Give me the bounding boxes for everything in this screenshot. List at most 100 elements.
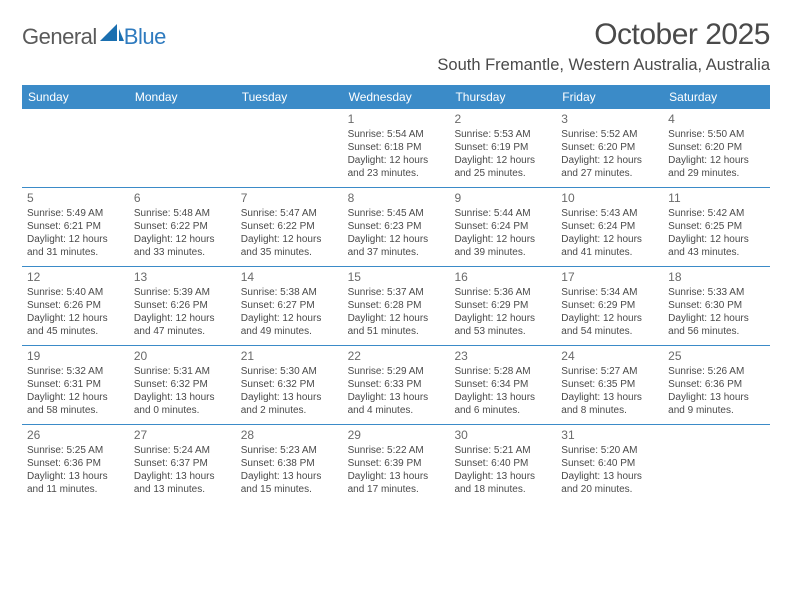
day-info-line: Daylight: 13 hours [668,392,765,405]
location-subtitle: South Fremantle, Western Australia, Aust… [437,56,770,75]
logo: General Blue [22,24,166,50]
day-info-line: and 29 minutes. [668,168,765,181]
calendar-cell: 3Sunrise: 5:52 AMSunset: 6:20 PMDaylight… [556,109,663,187]
day-number: 6 [134,191,231,206]
calendar-cell: 11Sunrise: 5:42 AMSunset: 6:25 PMDayligh… [663,188,770,266]
day-info-line: Daylight: 12 hours [348,155,445,168]
day-info-line: and 43 minutes. [668,247,765,260]
day-info-line: Daylight: 13 hours [454,471,551,484]
day-info-line: Sunset: 6:26 PM [27,300,124,313]
day-info-line: Daylight: 13 hours [27,471,124,484]
day-number: 31 [561,428,658,443]
day-number: 30 [454,428,551,443]
calendar-cell-empty [236,109,343,187]
calendar-cell: 7Sunrise: 5:47 AMSunset: 6:22 PMDaylight… [236,188,343,266]
day-info-line: Sunrise: 5:21 AM [454,445,551,458]
day-info-line: Sunset: 6:26 PM [134,300,231,313]
day-info-line: Sunrise: 5:43 AM [561,208,658,221]
day-info-line: and 39 minutes. [454,247,551,260]
calendar-page: General Blue October 2025 South Fremantl… [0,0,792,515]
day-number: 19 [27,349,124,364]
day-info-line: Sunrise: 5:31 AM [134,366,231,379]
day-info-line: Sunset: 6:27 PM [241,300,338,313]
day-info-line: and 20 minutes. [561,484,658,497]
calendar-cell: 19Sunrise: 5:32 AMSunset: 6:31 PMDayligh… [22,346,129,424]
day-number: 29 [348,428,445,443]
day-info-line: Daylight: 12 hours [27,313,124,326]
day-header: Saturday [663,85,770,109]
day-info-line: and 31 minutes. [27,247,124,260]
calendar-cell: 26Sunrise: 5:25 AMSunset: 6:36 PMDayligh… [22,425,129,503]
day-info-line: Sunset: 6:39 PM [348,458,445,471]
day-info-line: Sunrise: 5:27 AM [561,366,658,379]
day-info-line: and 37 minutes. [348,247,445,260]
day-info-line: Sunrise: 5:25 AM [27,445,124,458]
day-info-line: Sunrise: 5:52 AM [561,129,658,142]
day-number: 1 [348,112,445,127]
day-info-line: and 53 minutes. [454,326,551,339]
day-info-line: Daylight: 13 hours [134,471,231,484]
day-number: 11 [668,191,765,206]
day-header: Friday [556,85,663,109]
day-number: 14 [241,270,338,285]
calendar-week: 19Sunrise: 5:32 AMSunset: 6:31 PMDayligh… [22,346,770,425]
day-info-line: and 27 minutes. [561,168,658,181]
day-info-line: Sunrise: 5:29 AM [348,366,445,379]
day-info-line: and 47 minutes. [134,326,231,339]
day-info-line: and 54 minutes. [561,326,658,339]
day-info-line: Sunrise: 5:45 AM [348,208,445,221]
day-info-line: Sunset: 6:37 PM [134,458,231,471]
calendar-cell-empty [129,109,236,187]
day-header: Sunday [22,85,129,109]
day-info-line: Sunset: 6:29 PM [561,300,658,313]
day-info-line: Daylight: 12 hours [454,313,551,326]
day-info-line: and 41 minutes. [561,247,658,260]
calendar-cell: 10Sunrise: 5:43 AMSunset: 6:24 PMDayligh… [556,188,663,266]
day-number: 5 [27,191,124,206]
day-info-line: Sunrise: 5:54 AM [348,129,445,142]
calendar-week: 26Sunrise: 5:25 AMSunset: 6:36 PMDayligh… [22,425,770,503]
day-number: 28 [241,428,338,443]
calendar-cell: 2Sunrise: 5:53 AMSunset: 6:19 PMDaylight… [449,109,556,187]
day-info-line: Sunset: 6:28 PM [348,300,445,313]
day-info-line: Sunrise: 5:20 AM [561,445,658,458]
calendar-cell-empty [22,109,129,187]
day-info-line: and 25 minutes. [454,168,551,181]
day-header: Tuesday [236,85,343,109]
day-info-line: Sunrise: 5:44 AM [454,208,551,221]
day-number: 16 [454,270,551,285]
day-info-line: Sunrise: 5:23 AM [241,445,338,458]
day-info-line: and 23 minutes. [348,168,445,181]
day-number: 27 [134,428,231,443]
day-info-line: Sunrise: 5:28 AM [454,366,551,379]
month-title: October 2025 [437,18,770,52]
day-info-line: Daylight: 12 hours [241,234,338,247]
day-info-line: Sunrise: 5:33 AM [668,287,765,300]
day-info-line: Sunrise: 5:48 AM [134,208,231,221]
calendar-cell: 12Sunrise: 5:40 AMSunset: 6:26 PMDayligh… [22,267,129,345]
day-info-line: Daylight: 12 hours [561,234,658,247]
day-info-line: Sunset: 6:36 PM [668,379,765,392]
day-info-line: Daylight: 12 hours [348,234,445,247]
day-info-line: Daylight: 12 hours [454,155,551,168]
day-number: 12 [27,270,124,285]
calendar-week: 5Sunrise: 5:49 AMSunset: 6:21 PMDaylight… [22,188,770,267]
day-info-line: Sunrise: 5:22 AM [348,445,445,458]
day-info-line: Sunset: 6:23 PM [348,221,445,234]
day-header: Wednesday [343,85,450,109]
day-info-line: Sunset: 6:24 PM [454,221,551,234]
calendar-cell: 27Sunrise: 5:24 AMSunset: 6:37 PMDayligh… [129,425,236,503]
day-info-line: Sunset: 6:32 PM [134,379,231,392]
day-info-line: Sunset: 6:38 PM [241,458,338,471]
calendar-cell: 23Sunrise: 5:28 AMSunset: 6:34 PMDayligh… [449,346,556,424]
calendar-cell: 20Sunrise: 5:31 AMSunset: 6:32 PMDayligh… [129,346,236,424]
day-info-line: Daylight: 12 hours [668,155,765,168]
day-info-line: Daylight: 12 hours [27,234,124,247]
day-info-line: and 49 minutes. [241,326,338,339]
day-number: 7 [241,191,338,206]
day-info-line: and 4 minutes. [348,405,445,418]
calendar-cell: 6Sunrise: 5:48 AMSunset: 6:22 PMDaylight… [129,188,236,266]
day-info-line: Daylight: 12 hours [561,313,658,326]
day-info-line: Sunset: 6:21 PM [27,221,124,234]
day-info-line: Sunset: 6:40 PM [454,458,551,471]
